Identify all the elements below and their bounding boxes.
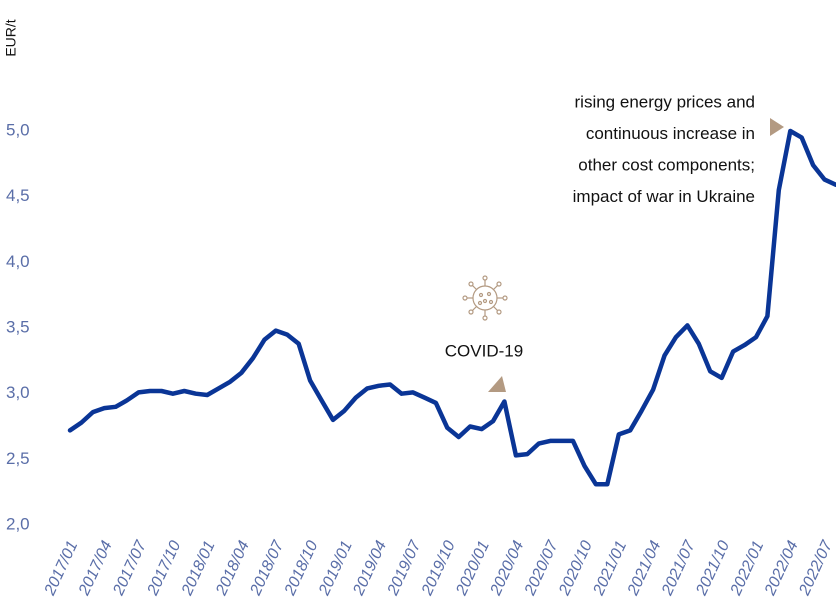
annotation-arrow: [770, 118, 784, 136]
annotation: COVID-19: [445, 341, 523, 360]
annotation: impact of war in Ukraine: [573, 187, 755, 206]
annotation: rising energy prices and: [575, 92, 755, 111]
y-axis-label: EUR/t: [3, 19, 19, 56]
line: [67, 128, 836, 487]
y-tick-label: 2,5: [6, 449, 30, 468]
annotation-arrow: [488, 376, 506, 392]
y-tick-label: 5,0: [6, 120, 30, 139]
x-tick-label: 2022/07: [796, 537, 836, 599]
annotation: continuous increase in: [586, 124, 755, 143]
y-tick-label: 2,0: [6, 514, 30, 533]
y-tick-label: 3,0: [6, 383, 30, 402]
y-tick-label: 4,0: [6, 252, 30, 271]
y-tick-label: 3,5: [6, 317, 30, 336]
annotation: other cost components;: [578, 155, 755, 174]
virus-icon: [462, 275, 508, 321]
y-tick-label: 4,5: [6, 186, 30, 205]
